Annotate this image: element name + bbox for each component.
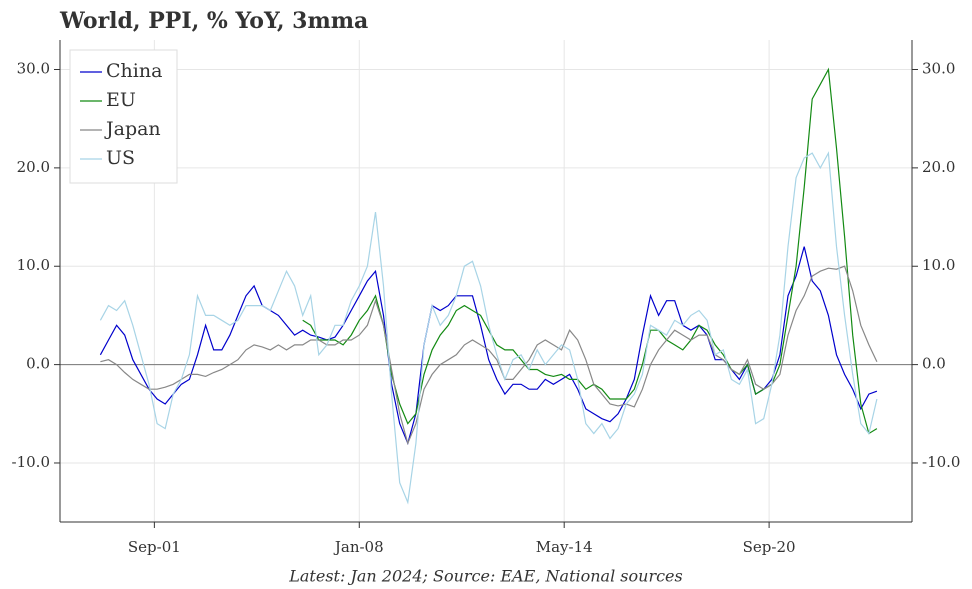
x-tick-label: May-14 xyxy=(536,538,593,556)
y-tick-label: 0.0 xyxy=(26,355,50,373)
y-tick-label: -10.0 xyxy=(12,453,50,471)
y2-tick-label: 30.0 xyxy=(922,60,955,78)
legend-label: EU xyxy=(106,89,136,111)
y-tick-label: 30.0 xyxy=(17,60,50,78)
legend-label: US xyxy=(106,147,135,169)
series-line xyxy=(99,151,878,505)
x-tick-label: Sep-01 xyxy=(128,538,181,556)
y-tick-label: 20.0 xyxy=(17,158,50,176)
x-tick-label: Sep-20 xyxy=(743,538,796,556)
y-tick-label: 10.0 xyxy=(17,256,50,274)
y2-tick-label: -10.0 xyxy=(922,453,960,471)
footnote: Latest: Jan 2024; Source: EAE, National … xyxy=(288,567,682,586)
y2-tick-label: 10.0 xyxy=(922,256,955,274)
series-line xyxy=(99,246,878,446)
legend-label: Japan xyxy=(104,118,161,140)
series-line xyxy=(100,265,878,446)
y2-tick-label: 0.0 xyxy=(922,355,946,373)
series-line xyxy=(302,67,878,435)
legend-label: China xyxy=(106,60,162,82)
x-tick-label: Jan-08 xyxy=(333,538,384,556)
y2-tick-label: 20.0 xyxy=(922,158,955,176)
chart-title: World, PPI, % YoY, 3mma xyxy=(59,8,368,34)
